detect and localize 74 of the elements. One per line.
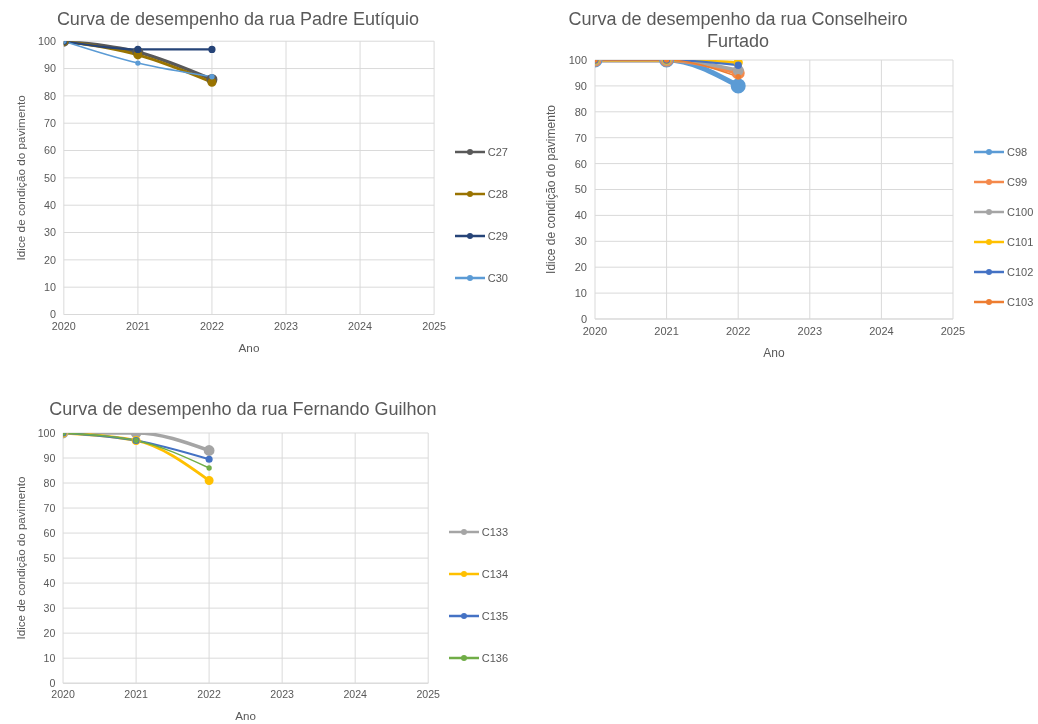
x-tick-label: 2025 bbox=[422, 320, 447, 332]
y-tick-label: 20 bbox=[43, 626, 56, 639]
x-tick-label: 2025 bbox=[940, 324, 966, 337]
x-tick-label: 2024 bbox=[869, 324, 894, 337]
x-tick-label: 2021 bbox=[654, 324, 679, 337]
legend-label: C134 bbox=[481, 568, 508, 580]
y-tick-label: 90 bbox=[574, 79, 587, 92]
y-tick-label: 0 bbox=[50, 308, 56, 321]
y-axis-title: Idice de condição do pavimento bbox=[13, 94, 27, 261]
chart-title: Curva de desempenho da rua Padre Eutíquio bbox=[55, 8, 421, 30]
y-tick-label: 90 bbox=[43, 451, 56, 464]
y-tick-label: 30 bbox=[43, 601, 56, 614]
y-tick-label: 20 bbox=[574, 261, 587, 274]
y-tick-label: 40 bbox=[574, 209, 587, 222]
y-tick-label: 80 bbox=[574, 105, 587, 118]
legend-label: C98 bbox=[1007, 146, 1028, 158]
y-tick-label: 10 bbox=[44, 281, 56, 293]
y-tick-label: 70 bbox=[43, 501, 56, 514]
x-tick-label: 2023 bbox=[270, 688, 295, 701]
x-tick-label: 2022 bbox=[197, 688, 222, 701]
legend-label: C28 bbox=[487, 188, 508, 200]
y-tick-label: 70 bbox=[574, 131, 587, 144]
chart-title: Curva de desempenho da rua Conselheiro Furtado bbox=[567, 8, 909, 52]
x-tick-label: 2024 bbox=[343, 688, 368, 701]
y-tick-label: 30 bbox=[44, 226, 56, 239]
x-axis-title: Ano bbox=[238, 340, 260, 354]
x-tick-label: 2021 bbox=[124, 688, 148, 701]
legend-label: C27 bbox=[487, 146, 508, 158]
legend-label: C133 bbox=[481, 526, 508, 538]
y-tick-label: 100 bbox=[37, 426, 56, 439]
y-tick-label: 60 bbox=[574, 157, 587, 170]
y-tick-label: 60 bbox=[44, 144, 56, 157]
legend-label: C135 bbox=[481, 610, 508, 622]
y-tick-label: 50 bbox=[43, 551, 56, 564]
x-tick-label: 2020 bbox=[51, 320, 76, 332]
x-tick-label: 2023 bbox=[274, 320, 298, 332]
y-tick-label: 70 bbox=[44, 117, 56, 130]
y-tick-label: 0 bbox=[580, 312, 587, 325]
x-tick-label: 2022 bbox=[199, 320, 224, 332]
x-axis-title: Ano bbox=[763, 346, 785, 360]
y-tick-label: 100 bbox=[38, 35, 57, 48]
y-axis-title: Idice de condição do pavimento bbox=[544, 104, 559, 274]
y-tick-label: 20 bbox=[44, 253, 56, 266]
y-tick-label: 0 bbox=[49, 676, 56, 689]
y-tick-label: 60 bbox=[43, 526, 56, 539]
y-tick-label: 100 bbox=[568, 53, 587, 66]
y-tick-label: 30 bbox=[574, 235, 587, 248]
y-tick-label: 50 bbox=[44, 171, 56, 184]
legend-label: C30 bbox=[487, 272, 508, 284]
legend-label: C136 bbox=[481, 652, 508, 664]
x-tick-label: 2020 bbox=[582, 324, 608, 337]
x-tick-label: 2023 bbox=[797, 324, 823, 337]
y-tick-label: 40 bbox=[43, 576, 56, 589]
y-tick-label: 10 bbox=[574, 287, 587, 300]
legend-label: C100 bbox=[1007, 206, 1034, 218]
y-tick-label: 90 bbox=[44, 62, 56, 75]
y-tick-label: 10 bbox=[43, 651, 56, 664]
x-tick-label: 2024 bbox=[348, 320, 373, 332]
x-tick-label: 2022 bbox=[725, 324, 751, 337]
legend-label: C102 bbox=[1007, 266, 1034, 278]
y-tick-label: 80 bbox=[43, 476, 56, 489]
x-tick-label: 2025 bbox=[416, 688, 441, 701]
legend-label: C101 bbox=[1007, 236, 1034, 248]
y-tick-label: 50 bbox=[574, 183, 587, 196]
x-tick-label: 2020 bbox=[51, 688, 75, 701]
chart-title: Curva de desempenho da rua Fernando Guilhon bbox=[48, 398, 438, 420]
x-axis-title: Ano bbox=[235, 709, 256, 722]
y-tick-label: 80 bbox=[44, 89, 56, 102]
legend-label: C103 bbox=[1007, 296, 1034, 308]
legend-label: C29 bbox=[487, 230, 508, 242]
y-tick-label: 40 bbox=[44, 199, 56, 212]
x-tick-label: 2021 bbox=[125, 320, 150, 332]
y-axis-title: Idice de condição do pavimento bbox=[14, 476, 27, 640]
legend-label: C99 bbox=[1007, 176, 1028, 188]
